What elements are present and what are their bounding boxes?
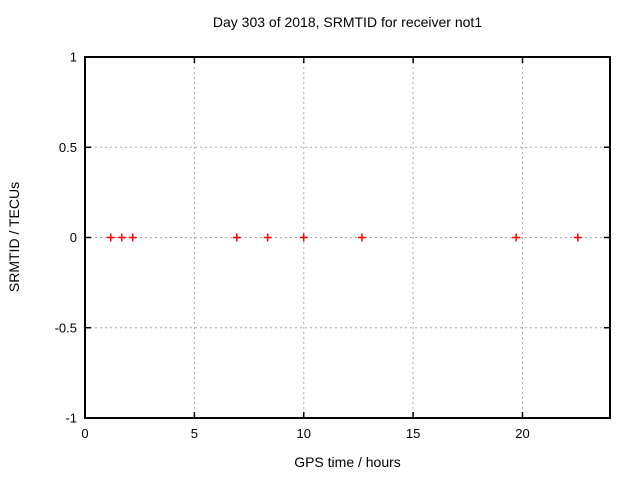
chart-title: Day 303 of 2018, SRMTID for receiver not…: [212, 14, 483, 30]
data-point-marker: [232, 233, 241, 242]
data-point-marker: [263, 233, 272, 242]
y-tick-label: 1: [70, 50, 77, 65]
data-point-marker: [128, 233, 137, 242]
x-tick-label: 0: [81, 426, 88, 441]
data-point-marker: [512, 233, 521, 242]
y-tick-label: 0.5: [59, 140, 77, 155]
x-tick-label: 20: [515, 426, 529, 441]
data-point-marker: [117, 233, 126, 242]
data-point-marker: [106, 233, 115, 242]
data-point-marker: [573, 233, 582, 242]
x-axis-label: GPS time / hours: [294, 454, 401, 470]
data-point-marker: [299, 233, 308, 242]
x-tick-label: 5: [191, 426, 198, 441]
y-tick-label: 0: [70, 230, 77, 245]
x-tick-label: 15: [406, 426, 420, 441]
data-point-marker: [357, 233, 366, 242]
y-tick-label: -0.5: [55, 320, 77, 335]
x-tick-label: 10: [297, 426, 311, 441]
y-tick-label: -1: [65, 411, 77, 426]
